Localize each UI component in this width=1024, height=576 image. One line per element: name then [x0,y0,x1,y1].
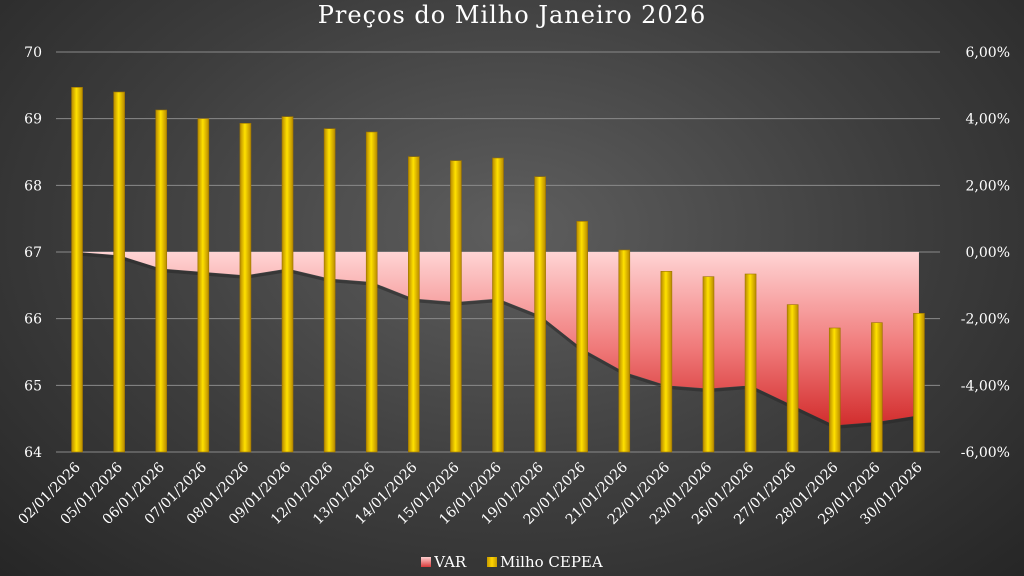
milho-cepea-bar [71,87,83,453]
milho-cepea-bar [450,160,462,453]
chart-title: Preços do Milho Janeiro 2026 [317,1,707,29]
milho-cepea-bar [323,128,336,453]
left-axis-tick-label: 68 [24,178,42,194]
left-axis-tick-label: 64 [24,445,42,461]
legend-item-var: VAR [421,553,466,571]
right-axis: -6,00% -4,00% -2,00% 0,00% 2,00% 4,00% 6,00% [961,45,1010,461]
milho-cepea-bar [281,116,294,453]
right-axis-tick-label: 0,00% [966,245,1010,261]
milho-cepea-bar [365,131,378,453]
right-axis-tick-label: -2,00% [961,312,1010,328]
right-axis-tick-label: -6,00% [961,445,1010,461]
x-axis: 02/01/202605/01/202606/01/202607/01/2026… [15,459,925,527]
milho-cepea-bar [113,91,125,453]
milho-cepea-bar [492,157,504,453]
left-axis-tick-label: 67 [24,245,42,261]
legend: VAR Milho CEPEA [0,553,1024,571]
milho-cepea-bar [155,109,168,453]
legend-item-milho-cepea: Milho CEPEA [487,553,603,571]
right-axis-tick-label: 4,00% [966,112,1010,128]
milho-cepea-bar [744,273,757,453]
milho-cepea-bar [576,221,588,453]
milho-cepea-bar [618,249,631,453]
milho-cepea-bar [702,276,715,453]
legend-swatch-milho-cepea [487,557,497,567]
left-axis-tick-label: 65 [24,378,42,394]
left-axis-tick-label: 66 [24,312,42,328]
milho-cepea-bar [534,176,546,453]
right-axis-tick-label: 6,00% [966,45,1010,61]
legend-label-milho-cepea: Milho CEPEA [500,553,603,571]
left-axis-tick-label: 70 [24,45,42,61]
milho-cepea-bar [239,123,252,453]
milho-cepea-bar [786,304,799,453]
right-axis-tick-label: 2,00% [966,178,1010,194]
legend-swatch-var [421,557,432,567]
milho-cepea-bar-series [71,87,925,453]
milho-cepea-bar [871,322,883,453]
left-axis: 64 65 66 67 68 69 70 [24,45,42,461]
milho-cepea-bar [913,313,925,453]
milho-cepea-bar [197,118,210,453]
right-axis-tick-label: -4,00% [961,378,1010,394]
legend-label-var: VAR [434,553,467,571]
milho-cepea-bar [408,156,420,453]
left-axis-tick-label: 69 [24,112,42,128]
milho-cepea-bar [660,271,673,453]
milho-cepea-bar [828,327,841,453]
